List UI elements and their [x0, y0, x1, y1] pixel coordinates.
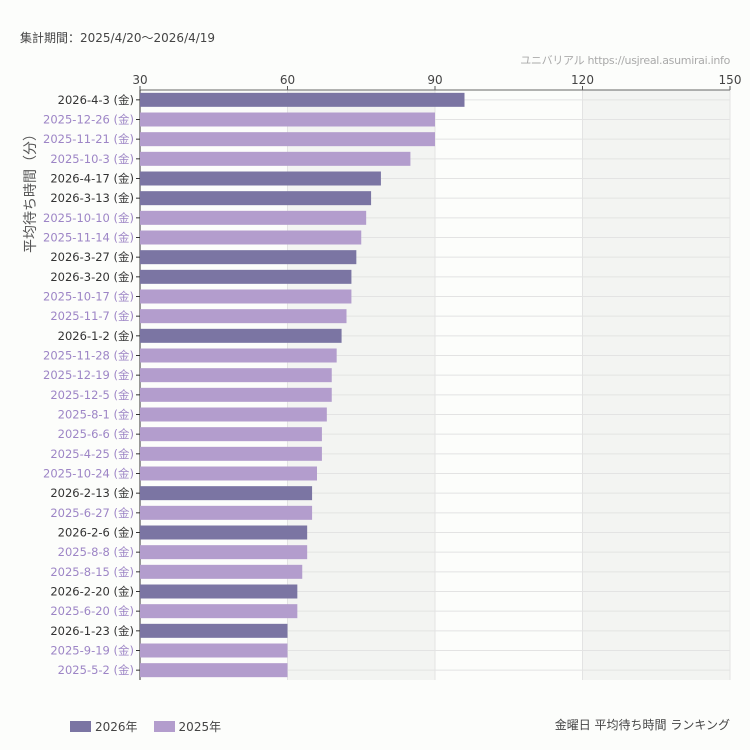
y-tick-label: 2025-11-7 (金) — [50, 309, 134, 323]
x-tick-label: 30 — [132, 73, 147, 87]
y-tick-label: 2025-12-5 (金) — [50, 388, 134, 402]
bar — [140, 584, 298, 599]
legend-label: 2026年 — [95, 720, 138, 734]
y-tick-label: 2025-12-26 (金) — [43, 113, 134, 127]
y-tick-label: 2026-1-2 (金) — [58, 329, 134, 343]
bar — [140, 289, 352, 304]
bar — [140, 643, 288, 658]
x-tick-label: 90 — [427, 73, 442, 87]
y-tick-label: 2025-12-19 (金) — [43, 368, 134, 382]
y-tick-label: 2025-10-17 (金) — [43, 290, 134, 304]
y-tick-label: 2025-10-24 (金) — [43, 467, 134, 481]
bar — [140, 663, 288, 678]
bar — [140, 132, 435, 147]
bar — [140, 328, 342, 343]
bar — [140, 407, 327, 422]
bar — [140, 446, 322, 461]
bar — [140, 505, 313, 520]
y-tick-label: 2025-11-21 (金) — [43, 132, 134, 146]
x-tick-label: 150 — [719, 73, 742, 87]
y-tick-label: 2026-2-20 (金) — [50, 585, 134, 599]
bar — [140, 486, 313, 501]
y-tick-label: 2025-10-3 (金) — [50, 152, 134, 166]
y-tick-label: 2026-1-23 (金) — [50, 624, 134, 638]
grid-band — [582, 90, 730, 680]
legend-swatch — [153, 721, 175, 732]
y-tick-label: 2025-6-20 (金) — [50, 604, 134, 618]
y-tick-label: 2026-2-13 (金) — [50, 486, 134, 500]
bar — [140, 564, 303, 579]
bar — [140, 151, 411, 166]
period-label: 集計期間：2025/4/20〜2026/4/19 — [20, 31, 216, 45]
y-tick-label: 2025-10-10 (金) — [43, 211, 134, 225]
legend-swatch — [70, 721, 91, 732]
y-tick-label: 2026-4-3 (金) — [58, 93, 134, 107]
y-tick-label: 2025-6-6 (金) — [58, 427, 134, 441]
bar — [140, 368, 332, 383]
y-tick-label: 2026-3-13 (金) — [50, 191, 134, 205]
bar — [140, 269, 352, 284]
legend-item-2025[interactable]: 2025年 — [153, 718, 222, 735]
bar — [140, 427, 322, 442]
y-tick-label: 2025-8-1 (金) — [58, 408, 134, 422]
bar — [140, 250, 357, 265]
y-tick-label: 2025-6-27 (金) — [50, 506, 134, 520]
legend-label: 2025年 — [178, 720, 222, 734]
y-tick-label: 2026-3-20 (金) — [50, 270, 134, 284]
bar — [140, 545, 308, 560]
y-tick-label: 2026-4-17 (金) — [50, 172, 134, 186]
x-tick-label: 120 — [571, 73, 594, 87]
legend: 2026年 2025年 — [70, 718, 221, 735]
y-tick-label: 2025-4-25 (金) — [50, 447, 134, 461]
grid-band — [287, 90, 435, 680]
bar — [140, 348, 337, 363]
bar — [140, 604, 298, 619]
bar — [140, 525, 308, 540]
y-tick-label: 2025-11-28 (金) — [43, 349, 134, 363]
bar — [140, 623, 288, 638]
bar — [140, 210, 367, 225]
y-tick-label: 2025-8-15 (金) — [50, 565, 134, 579]
bar — [140, 230, 362, 245]
bar — [140, 387, 332, 402]
y-tick-label: 2025-11-14 (金) — [43, 231, 134, 245]
y-tick-label: 2025-8-8 (金) — [58, 545, 134, 559]
bar — [140, 466, 317, 481]
y-tick-label: 2026-2-6 (金) — [58, 526, 134, 540]
chart-caption: 金曜日 平均待ち時間 ランキング — [554, 718, 730, 732]
x-tick-label: 60 — [280, 73, 295, 87]
legend-item-2026[interactable]: 2026年 — [70, 718, 138, 735]
bar — [140, 92, 465, 107]
y-tick-label: 2025-5-2 (金) — [58, 663, 134, 677]
y-tick-label: 2026-3-27 (金) — [50, 250, 134, 264]
y-tick-label: 2025-9-19 (金) — [50, 644, 134, 658]
bar — [140, 309, 347, 324]
bar — [140, 191, 372, 206]
source-label: ユニバリアル https://usjreal.asumirai.info — [520, 54, 730, 67]
bar — [140, 112, 435, 127]
bar — [140, 171, 381, 186]
